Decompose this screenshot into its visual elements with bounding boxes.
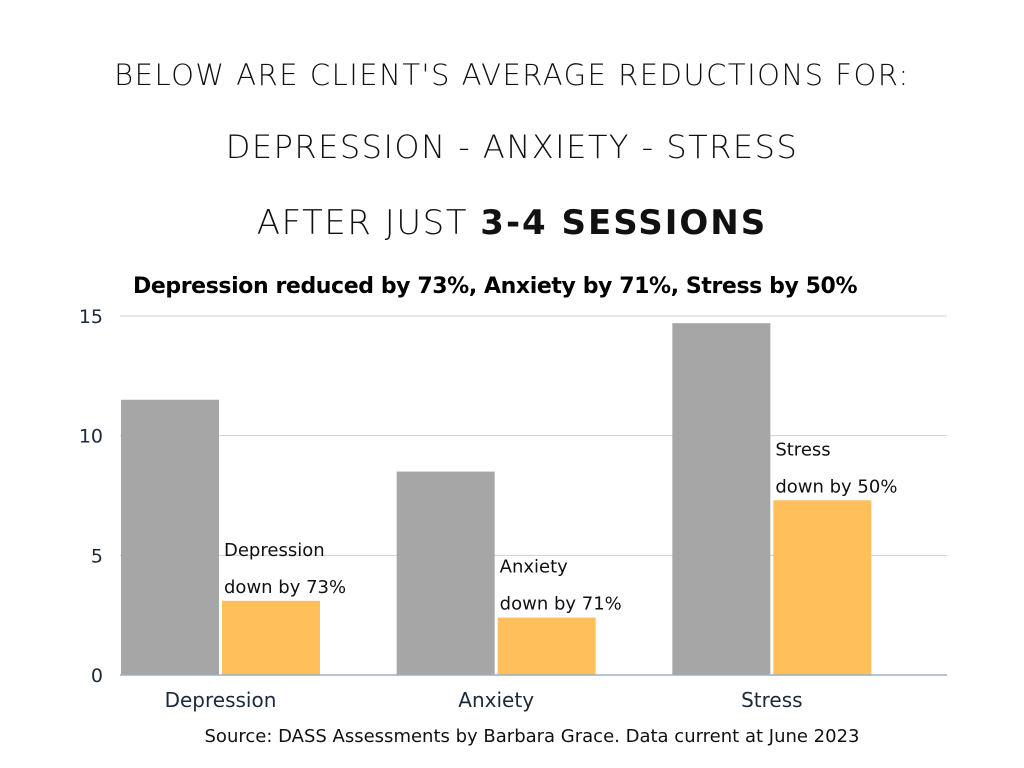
- y-tick-label: 15: [79, 306, 103, 328]
- data-annotation-label: Anxiety: [500, 557, 569, 578]
- data-annotation-value: down by 73%: [224, 577, 346, 598]
- bar: [396, 471, 495, 675]
- bar: [121, 399, 219, 675]
- headline-line-3: AFTER JUST 3-4 SESSIONS: [0, 203, 1024, 243]
- data-annotation-value: down by 71%: [500, 594, 622, 615]
- x-tick-label: Anxiety: [458, 688, 534, 712]
- bar: [672, 323, 771, 675]
- headline-line-2: DEPRESSION - ANXIETY - STRESS: [225, 128, 799, 166]
- headline-line-3-bold: 3-4 SESSIONS: [480, 203, 768, 243]
- data-annotation-label: Stress: [775, 439, 830, 460]
- source-note: Source: DASS Assessments by Barbara Grac…: [204, 726, 860, 747]
- bar: [497, 617, 596, 675]
- headline-line-3-prefix: AFTER JUST: [256, 203, 481, 243]
- data-annotation-value: down by 50%: [775, 476, 897, 497]
- x-tick-label: Stress: [741, 688, 802, 712]
- y-tick-label: 0: [91, 665, 103, 687]
- x-tick-label: Depression: [165, 688, 277, 712]
- data-annotation-label: Depression: [224, 540, 325, 561]
- y-tick-label: 5: [91, 545, 103, 567]
- headline-line-1: BELOW ARE CLIENT'S AVERAGE REDUCTIONS FO…: [114, 58, 910, 92]
- y-tick-label: 10: [79, 426, 103, 448]
- bar: [222, 600, 320, 675]
- bar: [773, 500, 872, 675]
- chart-title: Depression reduced by 73%, Anxiety by 71…: [133, 274, 858, 299]
